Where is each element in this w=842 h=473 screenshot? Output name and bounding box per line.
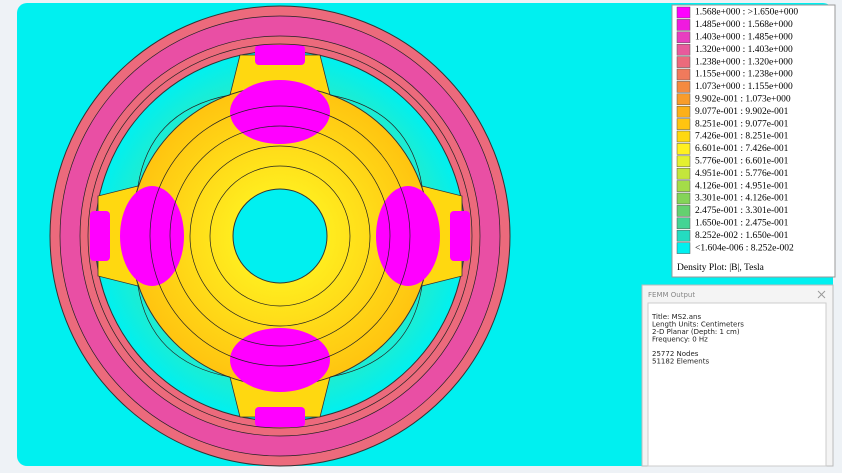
legend-label: 8.251e-001 : 9.077e-001 <box>695 119 789 129</box>
window-title: FEMM Output <box>648 291 695 299</box>
legend-label: 4.126e-001 : 4.951e-001 <box>695 181 789 191</box>
legend-swatch <box>676 93 691 106</box>
legend-swatch <box>676 6 691 19</box>
legend-label: 1.485e+000 : 1.568e+000 <box>695 20 793 30</box>
legend-label: 8.252e-002 : 1.650e-001 <box>695 231 789 241</box>
output-text-area <box>647 302 827 467</box>
legend-swatch <box>676 167 691 180</box>
legend-swatch <box>676 130 691 143</box>
legend-swatch <box>676 143 691 155</box>
legend-swatch <box>676 31 691 44</box>
legend-swatch <box>676 192 691 205</box>
legend-swatch <box>676 242 691 254</box>
legend-label: 1.320e+000 : 1.403e+000 <box>695 45 793 55</box>
output-line: 25772 Nodes <box>652 350 699 358</box>
legend-label: 7.426e-001 : 8.251e-001 <box>695 132 789 142</box>
legend-swatch <box>676 56 691 68</box>
legend-swatch <box>676 217 691 230</box>
legend-label: 5.776e-001 : 6.601e-001 <box>695 156 789 166</box>
output-line: Length Units: Centimeters <box>652 321 744 329</box>
legend-label: 1.650e-001 : 2.475e-001 <box>695 218 789 228</box>
legend-label: 1.403e+000 : 1.485e+000 <box>695 32 793 42</box>
legend-label: 1.238e+000 : 1.320e+000 <box>695 57 793 67</box>
legend-title: Density Plot: |B|, Tesla <box>677 263 765 273</box>
legend-swatch <box>676 155 691 168</box>
legend-swatch <box>676 180 691 192</box>
legend-swatch <box>676 81 691 93</box>
legend-label: 6.601e-001 : 7.426e-001 <box>695 144 789 154</box>
legend-swatch <box>676 229 691 242</box>
legend-swatch <box>676 118 691 130</box>
legend-label: 1.073e+000 : 1.155e+000 <box>695 82 793 92</box>
legend-label: 4.951e-001 : 5.776e-001 <box>695 169 789 179</box>
close-button[interactable] <box>817 290 826 299</box>
legend-swatch <box>676 105 691 118</box>
legend-label: 1.155e+000 : 1.238e+000 <box>695 70 793 80</box>
legend-label: 9.077e-001 : 9.902e-001 <box>695 107 789 117</box>
legend-box <box>671 4 836 278</box>
legend: Density Plot: |B|, Tesla 1.568e+000 : >1… <box>671 4 836 278</box>
motor <box>49 5 511 467</box>
output-line: 2-D Planar (Depth: 1 cm) <box>652 328 740 336</box>
legend-label: 1.568e+000 : >1.650e+000 <box>695 8 798 18</box>
legend-swatch <box>676 19 691 31</box>
legend-label: 3.301e-001 : 4.126e-001 <box>695 194 789 204</box>
legend-label: <1.604e-006 : 8.252e-002 <box>695 243 794 253</box>
output-line: Frequency: 0 Hz <box>652 336 708 344</box>
output-line: 51182 Elements <box>652 358 709 366</box>
legend-label: 2.475e-001 : 3.301e-001 <box>695 206 789 216</box>
legend-label: 9.902e-001 : 1.073e+000 <box>695 94 791 104</box>
output-line: Title: MS2.ans <box>651 313 701 321</box>
legend-swatch <box>676 205 691 217</box>
legend-swatch <box>676 43 691 56</box>
legend-swatch <box>676 68 691 81</box>
